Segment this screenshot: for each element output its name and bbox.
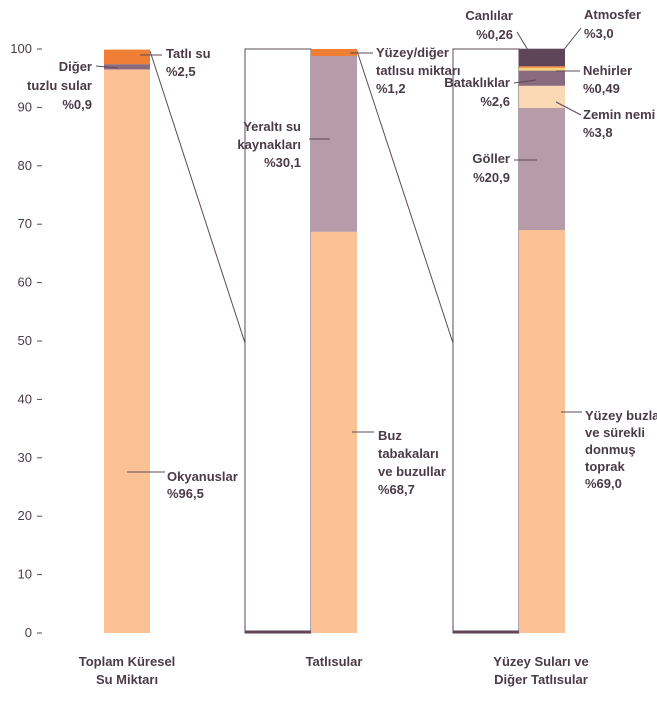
category-labels: Toplam Küresel Su Miktarı Tatlısular Yüzey … — [79, 654, 589, 687]
segment-label: Yeraltı su kaynakları %30,1 — [237, 119, 301, 170]
segment-label: Buz tabakaları ve buzullar %68,7 — [378, 428, 446, 497]
bar-segment — [519, 48, 565, 67]
segment-label-line: Yüzey buzları — [585, 408, 657, 423]
segment-label-line: %30,1 — [264, 155, 301, 170]
segment-label-line: Zemin nemi — [583, 107, 655, 122]
y-tick-label: 60 — [18, 275, 32, 290]
segment-label-line: ve sürekli — [585, 425, 645, 440]
y-tick-label: 50 — [18, 333, 32, 348]
segment-label: Diğer tuzlu sular %0,9 — [27, 59, 92, 112]
segment-label: Göller %20,9 — [472, 151, 510, 185]
segment-labels: Okyanuslar %96,5 Diğer tuzlu sular %0,9 Tatlı… — [27, 7, 657, 501]
segment-label-line: Tatlı su — [166, 46, 211, 61]
segment-label: Yüzey/diğer tatlısu miktarı %1,2 — [376, 45, 461, 96]
connector-line — [356, 50, 454, 344]
segment-label-line: %0,26 — [476, 27, 513, 42]
segment-label: Tatlı su %2,5 — [166, 46, 211, 79]
bar-segment — [519, 107, 565, 231]
bar-segment — [104, 49, 150, 65]
bar-segment — [519, 67, 565, 71]
segment-label: Canlılar %0,26 — [465, 8, 513, 42]
segment-label-line: toprak — [585, 459, 626, 474]
segment-label-line: Bataklıklar — [444, 75, 510, 90]
leader-line — [555, 101, 582, 116]
leader-line — [95, 65, 119, 69]
bar-segment — [519, 70, 565, 86]
y-tick-label: 70 — [18, 216, 32, 231]
connector-line — [149, 50, 246, 344]
category-label-line: Yüzey Suları ve — [493, 654, 588, 669]
segment-label-line: Atmosfer — [584, 7, 641, 22]
segment-label-line: Yüzey/diğer — [376, 45, 449, 60]
segment-label-line: Buz — [378, 428, 402, 443]
segment-label-line: Canlılar — [465, 8, 513, 23]
segment-label-line: %96,5 — [167, 486, 204, 501]
segment-label-line: %0,9 — [62, 97, 92, 112]
bar-segment — [311, 231, 357, 634]
y-tick-label: 20 — [18, 508, 32, 523]
segment-label-line: %2,6 — [480, 94, 510, 109]
segment-label-line: tuzlu sular — [27, 78, 92, 93]
segment-label-line: %69,0 — [585, 476, 622, 491]
segment-label: Atmosfer %3,0 — [584, 7, 641, 41]
segment-label: Yüzey buzları ve sürekli donmuş toprak %69,0 — [585, 408, 657, 491]
bar-segment — [104, 64, 150, 70]
category-label-line: Tatlısular — [306, 654, 363, 669]
y-tick-label: 0 — [25, 625, 32, 640]
bar-segment — [519, 66, 565, 68]
category-label: Toplam Küresel Su Miktarı — [79, 654, 176, 687]
segment-label: Bataklıklar %2,6 — [444, 75, 510, 109]
category-label-line: Su Miktarı — [96, 672, 158, 687]
bar-segment — [311, 49, 357, 57]
segment-label-line: %3,0 — [584, 26, 614, 41]
segment-label-line: Diğer — [59, 59, 92, 74]
leader-line — [561, 27, 582, 53]
bar-segment — [311, 56, 357, 232]
y-tick-label: 80 — [18, 158, 32, 173]
y-tick-label: 40 — [18, 391, 32, 406]
segment-label-line: tabakaları — [378, 446, 439, 461]
y-tick-label: 30 — [18, 450, 32, 465]
segment-label-line: tatlısu miktarı — [376, 63, 461, 78]
y-axis: 0 10 20 30 40 50 60 70 80 90 100 — [10, 41, 42, 640]
segment-label-line: %1,2 — [376, 81, 406, 96]
y-tick-label: 10 — [18, 567, 32, 582]
segment-label-line: %0,49 — [583, 81, 620, 96]
segment-label-line: kaynakları — [237, 137, 301, 152]
segment-label-line: Göller — [472, 151, 510, 166]
leader-line — [516, 31, 535, 61]
segment-label-line: donmuş — [585, 442, 636, 457]
category-label: Yüzey Suları ve Diğer Tatlısular — [493, 654, 588, 687]
segment-label: Zemin nemi %3,8 — [583, 107, 655, 140]
bar-segment — [519, 85, 565, 108]
bar-segment — [104, 69, 150, 633]
frame-outline — [452, 48, 520, 634]
segment-label-line: %68,7 — [378, 482, 415, 497]
segment-label-line: Nehirler — [583, 63, 632, 78]
leader-line — [513, 79, 537, 84]
segment-label-line: Yeraltı su — [243, 119, 301, 134]
segment-label-line: %20,9 — [473, 170, 510, 185]
y-tick-label: 100 — [10, 41, 32, 56]
bars — [104, 48, 565, 634]
category-label: Tatlısular — [306, 654, 363, 669]
segment-label-line: %2,5 — [166, 64, 196, 79]
category-label-line: Diğer Tatlısular — [494, 672, 588, 687]
bar-segment — [519, 230, 565, 634]
segment-label: Nehirler %0,49 — [583, 63, 632, 96]
segment-label-line: Okyanuslar — [167, 469, 238, 484]
segment-label: Okyanuslar %96,5 — [167, 469, 238, 501]
segment-label-line: %3,8 — [583, 125, 613, 140]
segment-label-line: ve buzullar — [378, 464, 446, 479]
y-tick-label: 90 — [18, 99, 32, 114]
category-label-line: Toplam Küresel — [79, 654, 176, 669]
